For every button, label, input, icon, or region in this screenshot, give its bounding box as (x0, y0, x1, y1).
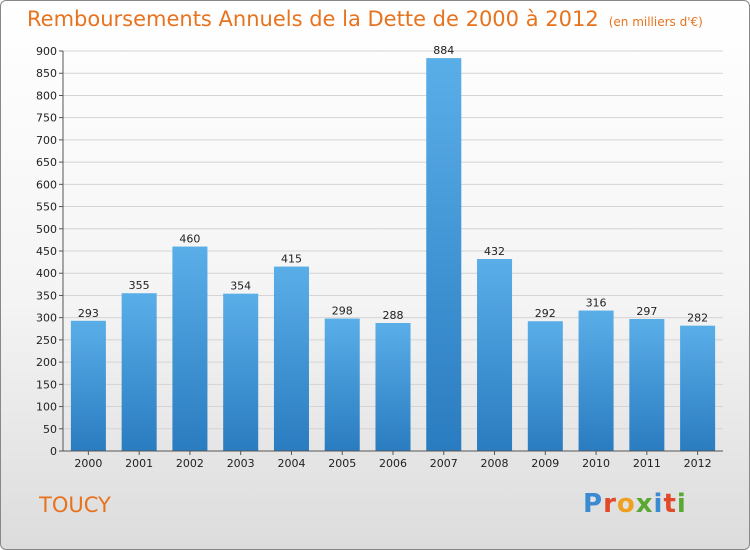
y-tick-label: 450 (36, 245, 57, 258)
y-tick-label: 600 (36, 178, 57, 191)
data-label: 293 (78, 307, 99, 320)
logo-letter: x (635, 489, 654, 519)
proxiti-logo: Proxiti (583, 489, 687, 519)
bar (324, 318, 360, 451)
x-tick-label: 2010 (582, 457, 610, 470)
y-tick-label: 500 (36, 223, 57, 236)
y-tick-label: 800 (36, 89, 57, 102)
y-tick-label: 200 (36, 356, 57, 369)
bar (680, 325, 716, 451)
bar (477, 259, 513, 451)
data-label: 415 (281, 253, 302, 266)
data-label: 282 (687, 312, 708, 325)
region-name: TOUCY (39, 493, 111, 517)
x-tick-label: 2002 (176, 457, 204, 470)
y-tick-label: 650 (36, 156, 57, 169)
x-tick-label: 2012 (684, 457, 712, 470)
y-tick-label: 0 (50, 445, 57, 458)
y-tick-label: 150 (36, 378, 57, 391)
y-tick-label: 300 (36, 312, 57, 325)
y-tick-label: 350 (36, 289, 57, 302)
x-tick-label: 2000 (74, 457, 102, 470)
title-text: Remboursements Annuels de la Dette de 20… (27, 7, 599, 31)
bar (375, 323, 411, 451)
data-label: 298 (332, 305, 353, 318)
unit-label: (en milliers d'€) (608, 15, 703, 29)
logo-letter: o (616, 489, 636, 519)
data-label: 432 (484, 245, 505, 258)
x-axis: 2000 2001 2002 2003 2004 2005 2006 2007 2008 2009… (63, 450, 723, 470)
bar (527, 321, 563, 451)
data-label: 354 (230, 280, 251, 293)
x-tick-label: 2005 (328, 457, 356, 470)
chart-title: Remboursements Annuels de la Dette de 20… (27, 7, 703, 31)
bar (70, 320, 106, 451)
logo-letter: i (653, 489, 664, 519)
y-tick-label: 400 (36, 267, 57, 280)
logo-letter: i (676, 489, 687, 519)
data-label: 292 (535, 307, 556, 320)
x-tick-label: 2006 (379, 457, 407, 470)
x-tick-label: 2004 (277, 457, 305, 470)
y-tick-label: 900 (36, 45, 57, 58)
y-tick-label: 750 (36, 112, 57, 125)
data-label: 460 (179, 233, 200, 246)
y-tick-label: 850 (36, 67, 57, 80)
y-axis: 0 50 100 150 200 250 300 350 400 450 500 550 600 650 7… (36, 45, 64, 458)
x-tick-label: 2001 (125, 457, 153, 470)
logo-letter: t (663, 489, 677, 519)
x-tick-label: 2008 (481, 457, 509, 470)
data-label: 316 (586, 297, 607, 310)
x-tick-label: 2003 (227, 457, 255, 470)
y-tick-label: 700 (36, 134, 57, 147)
data-label: 884 (433, 44, 454, 57)
logo-letter: r (603, 489, 617, 519)
y-tick-label: 100 (36, 401, 57, 414)
data-label: 297 (636, 305, 657, 318)
bar (121, 293, 157, 451)
data-label: 355 (129, 279, 150, 292)
bar (426, 58, 462, 451)
bar (629, 319, 665, 451)
logo-letter: P (583, 489, 604, 519)
bar (273, 266, 309, 451)
y-tick-label: 250 (36, 334, 57, 347)
bar (578, 310, 614, 451)
bar (223, 293, 259, 451)
bars: 293 355 460 354 415 298 288 884 432 292 316 297 282 (70, 44, 716, 451)
bar (172, 246, 208, 451)
y-tick-label: 50 (43, 423, 57, 436)
data-label: 288 (383, 309, 404, 322)
x-tick-label: 2011 (633, 457, 661, 470)
y-tick-label: 550 (36, 201, 57, 214)
x-tick-label: 2007 (430, 457, 458, 470)
x-tick-label: 2009 (531, 457, 559, 470)
